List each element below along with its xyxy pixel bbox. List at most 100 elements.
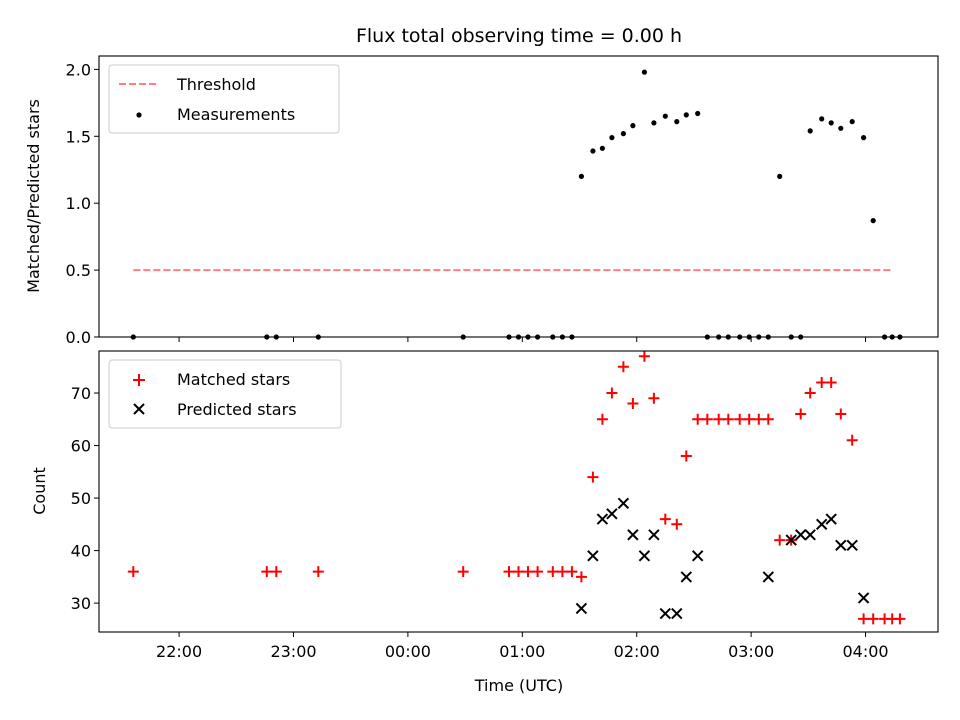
matched-star-point — [457, 566, 469, 578]
matched-star-point — [587, 471, 599, 483]
matched-star-point — [617, 361, 629, 373]
measurement-point — [674, 119, 680, 125]
top-y-tick-label: 1.5 — [66, 127, 91, 146]
matched-star-point — [835, 408, 847, 420]
measurement-point — [590, 148, 596, 154]
matched-star-point — [722, 413, 734, 425]
bottom-x-ticks: 22:00 23:00 00:00 01:00 02:00 03:00 04:00 — [156, 632, 889, 661]
x-tick-label: 04:00 — [842, 642, 888, 661]
predicted-star-point — [638, 550, 651, 562]
bottom-y-tick-label: 60 — [71, 437, 91, 456]
matched-star-point — [522, 566, 534, 578]
x-axis-label: Time (UTC) — [474, 676, 563, 695]
predicted-star-point — [617, 497, 630, 510]
matched-star-point — [846, 434, 858, 446]
matched-star-point — [503, 566, 515, 578]
x-tick-label: 03:00 — [728, 642, 774, 661]
matched-star-point — [596, 413, 608, 425]
x-tick-label: 01:00 — [499, 642, 545, 661]
predicted-star-point — [575, 602, 588, 615]
bottom-y-tick-label: 70 — [71, 384, 91, 403]
legend-threshold-label: Threshold — [176, 75, 256, 94]
measurement-point — [683, 112, 689, 118]
legend-matched-label: Matched stars — [177, 370, 290, 389]
matched-star-point — [671, 518, 683, 530]
top-y-tick-label: 0.0 — [66, 328, 91, 347]
matched-star-point — [575, 571, 587, 583]
legend-matched-swatch — [133, 374, 145, 386]
predicted-star-point — [794, 529, 807, 541]
legend-measurements-swatch — [136, 112, 142, 118]
measurement-point — [620, 131, 627, 137]
top-axes-frame — [98, 55, 939, 338]
bottom-axes-frame — [98, 350, 939, 633]
predicted-star-point — [606, 508, 618, 520]
predicted-star-point — [680, 571, 693, 583]
bottom-legend: Matched stars Predicted stars — [108, 359, 342, 429]
matched-star-point — [743, 413, 755, 425]
predicted-star-point — [815, 518, 828, 531]
measurement-point — [641, 69, 648, 75]
matched-star-point — [566, 566, 578, 578]
predicted-star-point — [596, 513, 609, 525]
bottom-y-axis-label: Count — [30, 467, 49, 515]
measurement-point — [861, 135, 867, 141]
top-legend-box — [108, 64, 340, 134]
matched-star-point — [659, 513, 671, 525]
top-x-ticks — [178, 337, 867, 342]
measurement-point — [609, 135, 615, 141]
legend-predicted-swatch — [133, 403, 145, 415]
bottom-y-tick-label: 30 — [71, 594, 91, 613]
predicted-star-point — [804, 529, 816, 541]
legend-measurements-label: Measurements — [177, 105, 295, 124]
top-legend: Threshold Measurements — [108, 64, 340, 134]
matched-star-point — [127, 566, 139, 578]
measurement-point — [849, 119, 855, 125]
bottom-y-ticks: 30 40 50 60 70 — [71, 384, 99, 613]
matched-star-point — [825, 377, 837, 388]
measurement-point — [777, 173, 783, 179]
matched-star-point — [692, 413, 704, 425]
bottom-panel: 30 40 50 60 70 22:00 23:00 00:00 01:00 02:00 03:0… — [30, 350, 939, 695]
matched-star-point — [713, 413, 725, 425]
measurement-point — [651, 120, 657, 126]
matched-star-point — [753, 413, 765, 425]
predicted-star-point — [659, 607, 672, 620]
top-y-tick-label: 1.0 — [66, 194, 91, 213]
matched-star-point — [734, 413, 746, 425]
measurement-point — [807, 128, 813, 134]
x-tick-label: 02:00 — [614, 642, 660, 661]
x-tick-label: 00:00 — [385, 642, 431, 661]
matched-star-point — [513, 566, 524, 578]
matched-star-point — [556, 566, 568, 578]
matched-star-point — [816, 377, 828, 388]
measurement-point — [819, 116, 825, 122]
x-tick-label: 22:00 — [156, 642, 202, 661]
predicted-star-point — [587, 550, 599, 562]
top-y-ticks: 0.0 0.5 1.0 1.5 2.0 — [66, 60, 99, 347]
matched-star-point — [648, 392, 660, 404]
predicted-star-point — [627, 529, 639, 541]
matched-star-point — [894, 613, 906, 625]
matched-star-point — [547, 566, 559, 578]
matched-star-point — [680, 450, 692, 462]
legend-predicted-label: Predicted stars — [177, 400, 297, 419]
matched-star-point — [867, 613, 879, 625]
measurement-point — [828, 120, 834, 126]
predicted-star-point — [846, 539, 858, 552]
predicted-star-point — [762, 571, 775, 583]
matched-star-point — [312, 566, 324, 578]
matched-star-point — [261, 566, 273, 578]
matched-star-point — [532, 566, 544, 578]
matched-star-point — [858, 613, 870, 625]
predicted-star-point — [835, 539, 847, 552]
top-y-tick-label: 0.5 — [66, 261, 91, 280]
matched-star-point — [270, 566, 282, 578]
matched-star-point — [762, 413, 774, 425]
matched-star-point — [638, 350, 650, 362]
measurement-point — [630, 123, 636, 129]
measurement-point — [838, 125, 844, 131]
matched-star-point — [701, 413, 713, 425]
predicted-star-point — [691, 550, 704, 562]
